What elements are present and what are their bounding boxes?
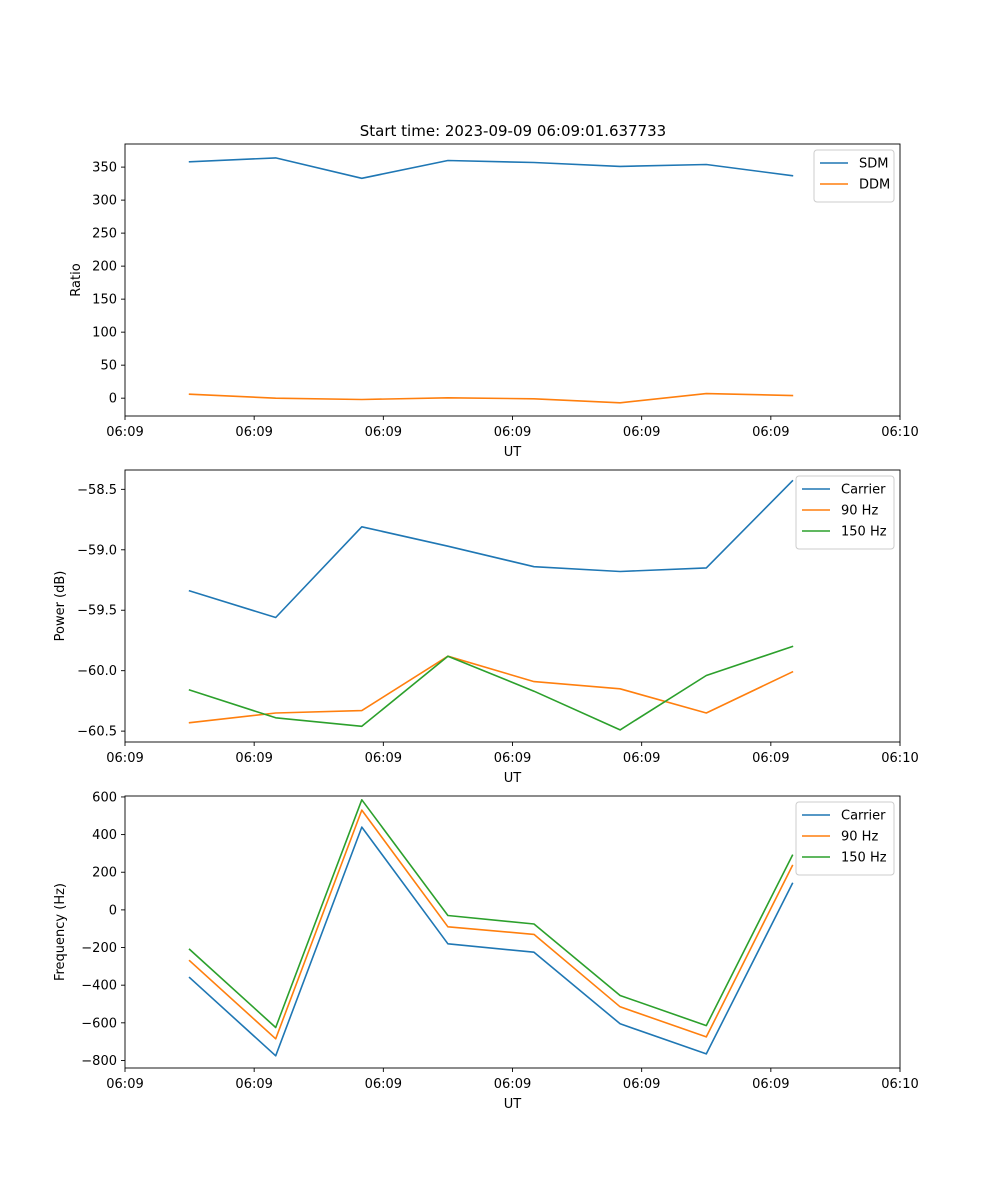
series-line-carrier [188,826,794,1057]
x-axis-label: UT [504,771,522,786]
x-tick-label: 06:10 [881,751,918,766]
series-line-90-hz [188,809,794,1040]
x-axis-label: UT [504,1097,522,1112]
y-tick-label: −59.5 [77,604,117,619]
x-tick-label: 06:09 [494,425,531,440]
y-axis-label: Frequency (Hz) [53,883,68,981]
y-tick-label: 150 [92,293,117,308]
x-tick-label: 06:09 [106,425,143,440]
y-tick-label: 300 [92,194,117,209]
y-tick-label: −400 [81,979,117,994]
y-tick-label: −60.0 [77,664,117,679]
y-tick-label: 100 [92,326,117,341]
y-axis-label: Ratio [69,263,84,296]
legend-label-150-hz: 150 Hz [841,525,887,540]
series-line-90-hz [188,655,794,724]
y-tick-label: −59.0 [77,543,117,558]
x-tick-label: 06:09 [365,751,402,766]
series-line-150-hz [188,645,794,731]
subplot-1: 06:09 06:09 06:09 06:09 06:09 06:09 06:10 UT 0 50… [69,143,919,460]
y-axis-label: Power (dB) [53,571,68,642]
y-tick-label: 400 [92,828,117,843]
x-tick-label: 06:09 [365,1077,402,1092]
x-tick-label: 06:09 [365,425,402,440]
x-tick-label: 06:09 [235,1077,272,1092]
legend: Carrier 90 Hz 150 Hz [795,475,895,550]
x-tick-label: 06:09 [106,1077,143,1092]
y-tick-label: −60.5 [77,725,117,740]
x-tick-label: 06:09 [623,1077,660,1092]
y-tick-label: 350 [92,161,117,176]
series-line-carrier [188,479,794,619]
y-tick-label: 200 [92,260,117,275]
y-tick-label: −800 [81,1054,117,1069]
x-tick-label: 06:09 [494,751,531,766]
x-tick-label: 06:09 [752,425,789,440]
legend-label-carrier: Carrier [841,809,886,824]
series-line-ddm [188,392,794,404]
y-tick-label: −600 [81,1016,117,1031]
y-tick-label: −58.5 [77,483,117,498]
x-axis-label: UT [504,445,522,460]
y-tick-label: 600 [92,790,117,805]
y-tick-label: −200 [81,941,117,956]
x-tick-label: 06:09 [623,751,660,766]
x-tick-label: 06:09 [623,425,660,440]
legend: Carrier 90 Hz 150 Hz [795,801,895,876]
x-tick-label: 06:09 [752,751,789,766]
legend-label-sdm: SDM [859,157,888,172]
x-tick-label: 06:09 [235,751,272,766]
x-tick-label: 06:10 [881,425,918,440]
x-tick-label: 06:09 [494,1077,531,1092]
x-tick-label: 06:09 [235,425,272,440]
subplots: 06:09 06:09 06:09 06:09 06:09 06:09 06:10 UT 0 50… [53,143,919,1112]
legend-label-150-hz: 150 Hz [841,851,887,866]
legend-label-carrier: Carrier [841,483,886,498]
series-line-sdm [188,157,794,180]
subplot-2: 06:09 06:09 06:09 06:09 06:09 06:09 06:10 UT −60… [53,469,919,786]
series-line-150-hz [188,798,794,1029]
subplot-3: 06:09 06:09 06:09 06:09 06:09 06:09 06:10 UT −80… [53,790,919,1112]
y-tick-label: 0 [109,903,117,918]
legend-label-ddm: DDM [859,178,890,193]
y-tick-label: 50 [100,359,117,374]
legend-label-90-hz: 90 Hz [841,504,878,519]
x-tick-label: 06:09 [752,1077,789,1092]
y-tick-label: 0 [109,392,117,407]
legend: SDM DDM [813,149,895,203]
x-tick-label: 06:09 [106,751,143,766]
x-tick-label: 06:10 [881,1077,918,1092]
y-tick-label: 250 [92,227,117,242]
y-tick-label: 200 [92,866,117,881]
legend-label-90-hz: 90 Hz [841,830,878,845]
chart-title: Start time: 2023-09-09 06:09:01.637733 [360,122,666,140]
